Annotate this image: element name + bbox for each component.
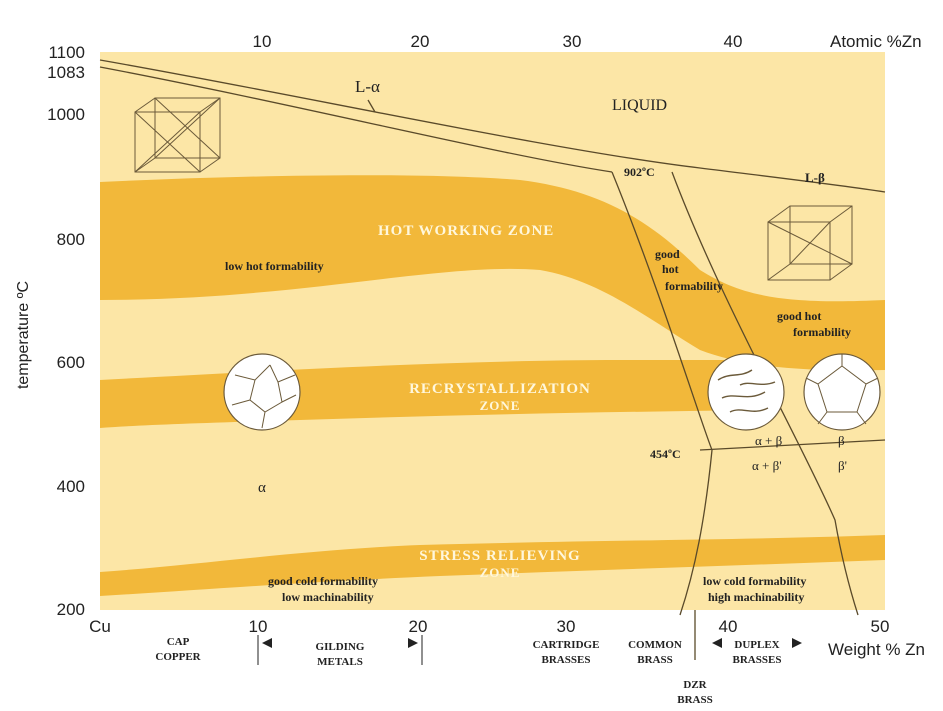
top-tick-20: 20 xyxy=(411,32,430,51)
stress-relieving-zone-label-1: STRESS RELIEVING xyxy=(419,548,580,564)
bottom-tick-30: 30 xyxy=(557,617,576,636)
common-brass-label-1: COMMON xyxy=(628,639,682,651)
eutectoid-line-454 xyxy=(699,439,886,451)
y-tick-200: 200 xyxy=(57,600,85,619)
alpha-beta-label: α + β xyxy=(755,433,783,448)
y-tick-400: 400 xyxy=(57,477,85,496)
beta-microstructure xyxy=(803,353,881,431)
good-cold-formability-note-2: low machinability xyxy=(282,590,374,604)
l-beta-label: L-β xyxy=(805,170,825,185)
bottom-tick-50: 50 xyxy=(871,617,890,636)
bottom-axis-label: Weight % Zn xyxy=(828,640,925,659)
fcc-lattice-illustration xyxy=(134,97,221,173)
top-tick-40: 40 xyxy=(724,32,743,51)
good-hot-formability-note-4: good hot xyxy=(777,309,821,323)
hot-working-zone-band xyxy=(100,175,885,371)
duplex-brasses-label-2: BRASSES xyxy=(733,654,782,666)
gilding-metals-label-2: METALS xyxy=(317,656,363,668)
duplex-brasses-label-1: DUPLEX xyxy=(734,639,779,651)
alpha-beta-prime-label: α + β' xyxy=(752,458,782,473)
cartridge-brasses-label-2: BRASSES xyxy=(542,654,591,666)
good-hot-formability-note-3: formability xyxy=(665,279,723,293)
y-tick-1000: 1000 xyxy=(47,105,85,124)
good-hot-formability-note-2: hot xyxy=(662,262,679,276)
top-axis-label: Atomic %Zn xyxy=(830,32,922,51)
temp-454-label: 454ºC xyxy=(650,447,681,461)
stress-relieving-zone-band xyxy=(100,535,885,596)
beta-prime-label: β' xyxy=(838,458,847,473)
hot-working-zone-label: HOT WORKING ZONE xyxy=(378,223,554,239)
solidus-line xyxy=(99,66,613,173)
alloy-category-markers xyxy=(257,635,802,665)
stress-relieving-zone-label-2: ZONE xyxy=(480,565,521,580)
y-tick-1083: 1083 xyxy=(47,63,85,82)
dzr-brass-label-1: DZR xyxy=(683,679,707,691)
recrystallization-zone-label-2: ZONE xyxy=(480,398,521,413)
alpha-microstructure xyxy=(223,353,301,431)
recrystallization-zone-label-1: RECRYSTALLIZATION xyxy=(409,381,591,397)
bottom-tick-10: 10 xyxy=(249,617,268,636)
y-tick-800: 800 xyxy=(57,230,85,249)
bottom-tick-40: 40 xyxy=(719,617,738,636)
y-tick-1100: 1100 xyxy=(48,43,85,62)
atomic-axis: 10 20 30 40 Atomic %Zn xyxy=(253,32,922,51)
y-tick-600: 600 xyxy=(57,353,85,372)
alpha-beta-microstructure xyxy=(707,353,785,431)
good-hot-formability-note-5: formability xyxy=(793,325,851,339)
temp-902-label: 902ºC xyxy=(624,165,655,179)
common-brass-label-2: BRASS xyxy=(637,654,672,666)
low-cold-formability-note-2: high machinability xyxy=(708,590,804,604)
l-alpha-leader xyxy=(367,99,376,113)
top-tick-30: 30 xyxy=(563,32,582,51)
gilding-metals-label-1: GILDING xyxy=(316,641,365,653)
alpha-solvus-line xyxy=(611,171,713,616)
beta-boundary-line xyxy=(671,171,859,616)
cap-copper-label-2: COPPER xyxy=(155,651,201,663)
bcc-lattice-illustration xyxy=(767,205,853,281)
alloy-categories: CAP COPPER GILDING METALS CARTRIDGE BRAS… xyxy=(155,636,781,706)
weight-axis: Cu 10 20 30 40 50 Weight % Zn xyxy=(89,617,925,659)
low-hot-formability-note: low hot formability xyxy=(225,259,324,273)
phase-boundaries xyxy=(99,59,886,660)
y-axis-label: temperature ºC xyxy=(15,281,32,389)
beta-label: β xyxy=(838,433,845,448)
good-hot-formability-note-1: good xyxy=(655,247,680,261)
liquidus-line xyxy=(99,59,886,193)
cap-copper-label-1: CAP xyxy=(167,636,190,648)
bottom-tick-20: 20 xyxy=(409,617,428,636)
good-cold-formability-note-1: good cold formability xyxy=(268,574,378,588)
low-cold-formability-note-1: low cold formability xyxy=(703,574,806,588)
alpha-label: α xyxy=(258,480,266,496)
cartridge-brasses-label-1: CARTRIDGE xyxy=(533,639,600,651)
temperature-axis: 1100 1083 1000 800 600 400 200 temperatu… xyxy=(15,43,85,619)
l-alpha-label: L-α xyxy=(355,77,380,96)
bottom-tick-cu: Cu xyxy=(89,617,111,636)
dzr-brass-label-2: BRASS xyxy=(677,694,712,706)
liquid-label: LIQUID xyxy=(612,97,667,114)
top-tick-10: 10 xyxy=(253,32,272,51)
